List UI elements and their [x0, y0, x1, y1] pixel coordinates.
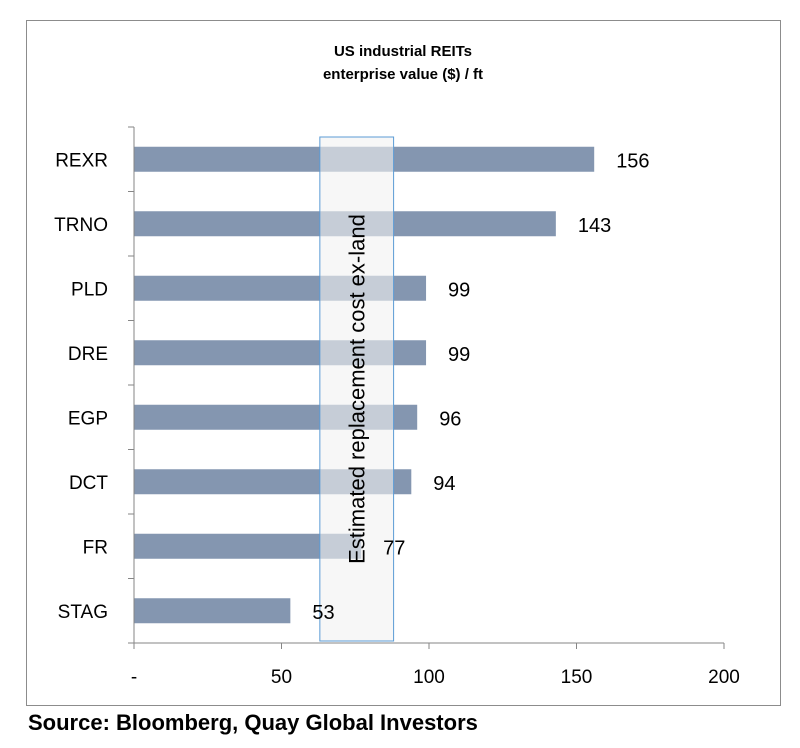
category-label: DCT: [69, 473, 108, 494]
replacement-cost-band-group: Estimated replacement cost ex-land: [319, 136, 395, 642]
labels-layer: REXR 156 TRNO 143 PLD 99 DRE 99 EGP 96 DCT 94 FR 77 ST…: [54, 150, 649, 624]
data-label: 143: [578, 215, 611, 237]
chart-subtitle: enterprise value ($) / ft: [323, 66, 483, 83]
bar-stag: [134, 598, 291, 624]
data-label: 99: [448, 279, 470, 301]
category-label: STAG: [58, 602, 108, 623]
data-label: 96: [439, 408, 461, 430]
data-label: 77: [383, 537, 405, 559]
x-tick-label: 200: [708, 667, 740, 688]
category-label: EGP: [68, 408, 108, 429]
data-label: 53: [312, 602, 334, 624]
category-label: TRNO: [54, 215, 108, 236]
x-tick-label: -: [131, 667, 137, 688]
chart-frame: US industrial REITs enterprise value ($)…: [26, 20, 781, 706]
replacement-cost-band: [319, 136, 395, 642]
axes-layer: - 50 100 150 200: [128, 126, 740, 688]
data-label: 94: [433, 473, 455, 495]
data-label: 99: [448, 344, 470, 366]
replacement-cost-band-label: Estimated replacement cost ex-land: [345, 214, 370, 564]
chart-title: US industrial REITs: [334, 43, 472, 60]
x-tick-label: 50: [271, 667, 292, 688]
data-label: 156: [616, 150, 649, 172]
x-tick-label: 100: [413, 667, 445, 688]
x-tick-label: 150: [561, 667, 593, 688]
source-note: Source: Bloomberg, Quay Global Investors: [28, 710, 478, 735]
chart: US industrial REITs enterprise value ($)…: [54, 43, 740, 688]
category-label: PLD: [71, 279, 108, 300]
category-label: REXR: [55, 150, 108, 171]
category-label: DRE: [68, 344, 108, 365]
category-label: FR: [83, 537, 108, 558]
